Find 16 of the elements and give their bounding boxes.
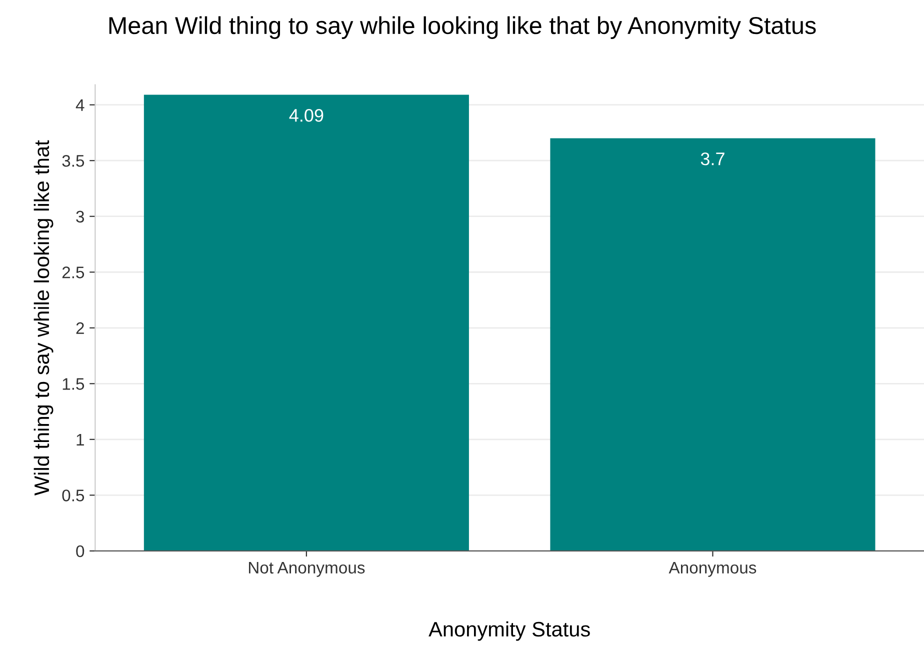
y-tick-label: 2	[76, 322, 84, 334]
y-tick-label: 0.5	[62, 490, 84, 502]
y-tick-label: 4	[76, 99, 84, 111]
y-tick-label: 0	[76, 545, 84, 558]
y-tick-label: 3	[76, 210, 84, 223]
y-axis-title: Wild thing to say while looking like that	[34, 140, 54, 496]
y-tick-label: 3.5	[62, 155, 84, 167]
chart-title: Mean Wild thing to say while looking like that by Anonymity Status	[109, 16, 816, 39]
x-tick-label: Not Anonymous	[248, 562, 365, 577]
y-tick-label: 2.5	[62, 266, 84, 278]
y-tick-label: 1.5	[62, 378, 84, 390]
data-label: 3.7	[700, 152, 724, 166]
data-label: 4.09	[289, 109, 324, 122]
x-axis-title: Anonymity Status	[428, 621, 590, 641]
x-tick-label: Anonymous	[668, 562, 756, 577]
y-tick-label: 1	[76, 434, 84, 446]
